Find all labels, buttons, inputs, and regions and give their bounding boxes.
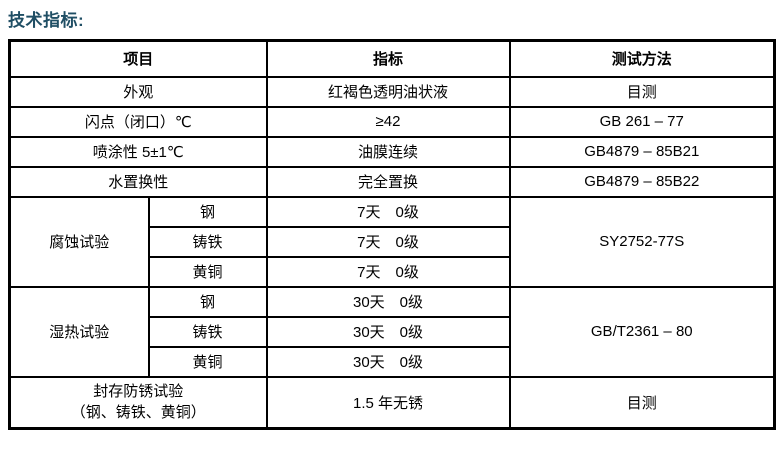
storage-rust-line2: （钢、铸铁、黄铜） bbox=[70, 404, 206, 422]
cell-method-corrosion: SY2752-77S bbox=[508, 195, 776, 288]
table-row-sprayability: 喷涂性 5±1℃ 油膜连续 GB4879 – 85B21 bbox=[8, 135, 776, 168]
cell-item-storage-rust: 封存防锈试验 （钢、铸铁、黄铜） bbox=[8, 375, 268, 430]
cell-indicator: 1.5 年无锈 bbox=[265, 375, 511, 430]
cell-indicator: 完全置换 bbox=[265, 165, 511, 198]
table-row-corrosion-brass: 黄铜 7天 0级 bbox=[10, 255, 775, 288]
cell-material: 黄铜 bbox=[147, 345, 268, 378]
cell-material: 钢 bbox=[147, 285, 268, 318]
header-row: 项目 指标 测试方法 bbox=[8, 39, 776, 78]
cell-indicator: 30天 0级 bbox=[265, 345, 511, 378]
table-row-water-displacement: 水置换性 完全置换 GB4879 – 85B22 bbox=[8, 165, 776, 198]
table-row-damp-heat-brass: 黄铜 30天 0级 bbox=[10, 345, 775, 378]
cell-indicator: ≥42 bbox=[265, 105, 511, 138]
cell-indicator: 30天 0级 bbox=[265, 315, 511, 348]
cell-material: 铸铁 bbox=[147, 225, 268, 258]
table-row-appearance: 外观 红褐色透明油状液 目测 bbox=[8, 75, 776, 108]
col-header-method: 测试方法 bbox=[508, 39, 776, 78]
cell-indicator: 7天 0级 bbox=[265, 255, 511, 288]
cell-item: 闪点（闭口）℃ bbox=[8, 105, 268, 138]
cell-item: 水置换性 bbox=[8, 165, 268, 198]
cell-method: GB4879 – 85B21 bbox=[508, 135, 776, 168]
table-row-storage-rust: 封存防锈试验 （钢、铸铁、黄铜） 1.5 年无锈 目测 bbox=[8, 375, 776, 430]
cell-method-damp-heat: GB/T2361 – 80 bbox=[508, 285, 776, 378]
cell-group-label-corrosion: 腐蚀试验 bbox=[8, 195, 150, 288]
cell-item: 外观 bbox=[8, 75, 268, 108]
cell-material: 黄铜 bbox=[147, 255, 268, 288]
table-row-damp-heat-steel: 湿热试验 钢 30天 0级 GB/T2361 – 80 bbox=[8, 285, 776, 378]
spec-table: 项目 指标 测试方法 外观 红褐色透明油状液 目测 闪点（闭口）℃ ≥42 GB… bbox=[8, 39, 777, 430]
cell-indicator: 7天 0级 bbox=[265, 195, 511, 228]
cell-method: GB4879 – 85B22 bbox=[508, 165, 776, 198]
storage-rust-line1: 封存防锈试验 bbox=[93, 383, 184, 401]
page-title: 技术指标: bbox=[8, 11, 85, 30]
col-header-item: 项目 bbox=[8, 39, 268, 78]
cell-method: 目测 bbox=[508, 375, 776, 430]
table-row-corrosion-cast-iron: 铸铁 7天 0级 bbox=[10, 225, 775, 258]
cell-material: 铸铁 bbox=[147, 315, 268, 348]
cell-indicator: 油膜连续 bbox=[265, 135, 511, 168]
col-header-indicator: 指标 bbox=[265, 39, 511, 78]
cell-indicator: 红褐色透明油状液 bbox=[265, 75, 511, 108]
cell-group-label-damp-heat: 湿热试验 bbox=[8, 285, 150, 378]
cell-method: GB 261 – 77 bbox=[508, 105, 776, 138]
cell-indicator: 7天 0级 bbox=[265, 225, 511, 258]
cell-method: 目测 bbox=[508, 75, 776, 108]
table-row-corrosion-steel: 腐蚀试验 钢 7天 0级 SY2752-77S bbox=[8, 195, 776, 288]
cell-indicator: 30天 0级 bbox=[265, 285, 511, 318]
cell-material: 钢 bbox=[147, 195, 268, 228]
table-row-damp-heat-cast-iron: 铸铁 30天 0级 bbox=[10, 315, 775, 348]
table-row-flash-point: 闪点（闭口）℃ ≥42 GB 261 – 77 bbox=[8, 105, 776, 138]
cell-item: 喷涂性 5±1℃ bbox=[8, 135, 268, 168]
